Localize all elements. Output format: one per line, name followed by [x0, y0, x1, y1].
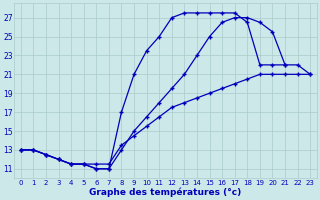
- X-axis label: Graphe des températures (°c): Graphe des températures (°c): [89, 187, 242, 197]
